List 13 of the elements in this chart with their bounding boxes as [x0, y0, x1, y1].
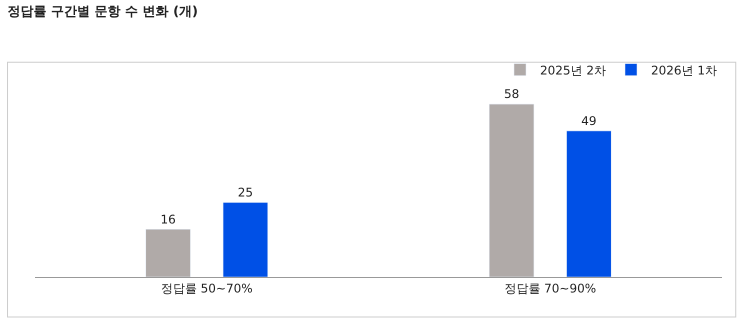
bar: [566, 130, 612, 277]
data-label: 49: [581, 114, 597, 128]
legend-label: 2026년 1차: [651, 63, 717, 78]
data-label: 25: [238, 185, 254, 200]
bar: [222, 202, 268, 277]
chart-title: 정답률 구간별 문항 수 변화 (개): [7, 4, 198, 20]
data-label: 58: [504, 87, 520, 102]
bar: [146, 229, 191, 277]
x-tick-label: 정답률 50~70%: [160, 281, 253, 296]
legend-label: 2025년 2차: [540, 63, 606, 78]
x-tick-label: 정답률 70~90%: [504, 281, 596, 296]
data-label: 16: [160, 212, 176, 226]
bar: [489, 104, 534, 277]
